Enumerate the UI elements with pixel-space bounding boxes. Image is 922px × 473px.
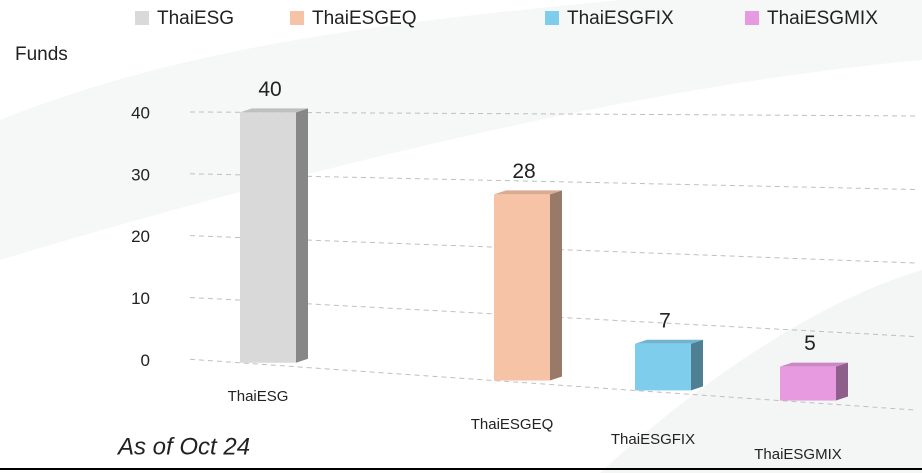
legend-swatch <box>135 11 149 25</box>
y-tick-label: 40 <box>131 103 150 122</box>
bar-top <box>635 339 703 344</box>
bar-side <box>691 339 703 391</box>
value-label: 7 <box>659 309 671 332</box>
y-tick-label: 0 <box>141 351 150 370</box>
y-tick-label: 10 <box>131 289 150 308</box>
x-tick-label: ThaiESGFIX <box>611 431 695 448</box>
grid-line <box>189 173 916 190</box>
grid-line <box>189 358 916 411</box>
legend-swatch <box>745 11 759 25</box>
bar-top <box>494 190 562 195</box>
y-tick-label: 30 <box>131 165 150 184</box>
annotation: As of Oct 24 <box>116 433 250 460</box>
value-label: 28 <box>512 160 535 183</box>
value-label: 5 <box>804 332 816 355</box>
legend-label: ThaiESG <box>157 8 234 29</box>
legend-swatch <box>290 11 304 25</box>
bar-top <box>240 108 308 113</box>
bar-side <box>296 108 308 363</box>
bar <box>780 366 836 401</box>
value-label: 40 <box>258 78 281 101</box>
bar-side <box>550 190 562 381</box>
bar <box>240 112 296 363</box>
bar-side <box>836 362 848 401</box>
legend-label: ThaiESGEQ <box>312 8 417 29</box>
x-tick-label: ThaiESGEQ <box>471 416 554 433</box>
y-axis-label: Funds <box>15 44 68 65</box>
legend-swatch <box>545 11 559 25</box>
legend-label: ThaiESGMIX <box>767 8 878 29</box>
legend-label: ThaiESGFIX <box>567 8 674 29</box>
bar <box>635 343 691 391</box>
background-swoosh <box>0 0 922 260</box>
grid-line <box>189 111 916 117</box>
background-swoosh <box>600 270 922 473</box>
x-tick-label: ThaiESG <box>228 388 289 405</box>
bar-top <box>780 362 848 367</box>
bar <box>494 194 550 381</box>
y-tick-label: 20 <box>131 227 150 246</box>
x-tick-label: ThaiESGMIX <box>754 446 842 463</box>
